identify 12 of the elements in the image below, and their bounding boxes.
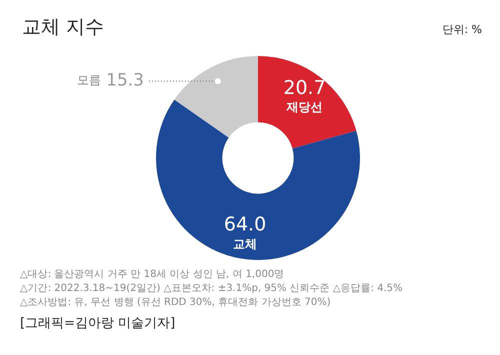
data-label: 15.3 [106, 70, 144, 91]
text: △대상: 울산광역시 거주 만 18세 이상 성인 남, 여 1,000명 [20, 268, 286, 282]
text: △조사방법: 유, 무선 병행 (유선 RDD 30%, 휴대전화 가상번호 70%) [20, 296, 332, 310]
text: △기간: 2022.3.18~19(2일간) △표본오차: ±3.1%p, 95% 신뢰수준 △응답률: 4.5% [20, 282, 404, 296]
slice-label: 모름 [77, 73, 102, 88]
slice-label: 교체 [233, 236, 258, 251]
chart-title: 교체 지수 [22, 15, 104, 40]
slice-label: 재당선 [286, 100, 323, 114]
data-label: 20.7 [283, 76, 326, 99]
text: 단위: % [442, 22, 482, 37]
data-label: 64.0 [224, 214, 266, 236]
text: [그래픽=김아랑 미술기자] [20, 315, 176, 332]
